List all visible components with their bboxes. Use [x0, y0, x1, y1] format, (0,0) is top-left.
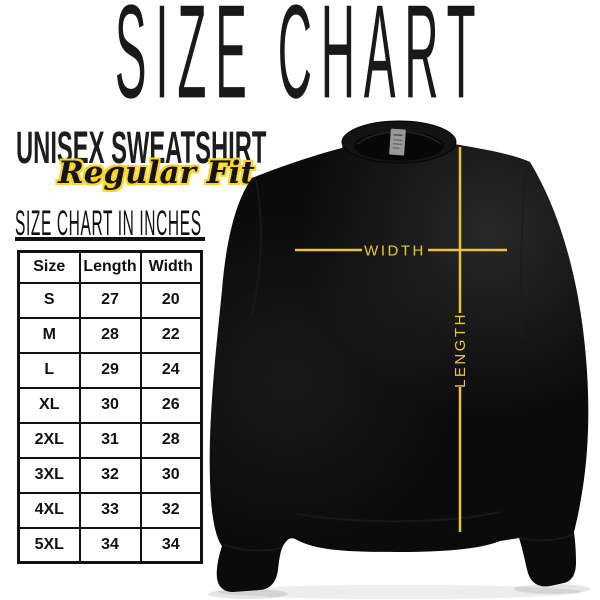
cuff-seam-left — [222, 543, 283, 552]
page-title: SIZE CHART — [0, 0, 600, 118]
cell-size: 5XL — [17, 526, 81, 564]
cell-size: 4XL — [17, 491, 81, 529]
cell-length: 30 — [78, 386, 142, 424]
table-row-s: S 27 20 — [17, 281, 203, 319]
fabric-sheen — [209, 122, 589, 592]
shoulder-seam-right — [520, 165, 527, 341]
size-table-header-row: Size Length Width — [17, 250, 203, 284]
width-label: WIDTH — [364, 243, 426, 260]
garment-shadow — [218, 585, 582, 599]
cell-width: 32 — [139, 491, 203, 529]
col-header-width: Width — [139, 250, 203, 284]
cell-size: L — [17, 351, 81, 389]
cell-length: 33 — [78, 491, 142, 529]
cell-length: 32 — [78, 456, 142, 494]
cell-width: 20 — [139, 281, 203, 319]
table-row-4xl: 4XL 33 32 — [17, 491, 203, 529]
table-row-2xl: 2XL 31 28 — [17, 421, 203, 459]
table-row-m: M 28 22 — [17, 316, 203, 354]
cell-width: 28 — [139, 421, 203, 459]
product-name: UNISEX SWEATSHIRT — [16, 121, 267, 173]
cell-width: 24 — [139, 351, 203, 389]
fit-label: Regular Fit — [58, 155, 255, 191]
cell-length: 29 — [78, 351, 142, 389]
cell-size: S — [17, 281, 81, 319]
cuff-shadow-left — [208, 589, 288, 599]
cell-size: XL — [17, 386, 81, 424]
length-label: LENGTH — [452, 312, 469, 388]
section-heading: SIZE CHART IN INCHES — [15, 203, 202, 244]
cell-size: 2XL — [17, 421, 81, 459]
size-table: Size Length Width S 27 20 M 28 22 L 29 2… — [17, 250, 203, 564]
cell-width: 22 — [139, 316, 203, 354]
cell-width: 26 — [139, 386, 203, 424]
section-heading-underline — [15, 237, 205, 241]
waistband-seam — [296, 511, 501, 523]
page-title-text: SIZE CHART — [115, 0, 485, 127]
col-header-size: Size — [17, 250, 81, 284]
table-row-xl: XL 30 26 — [17, 386, 203, 424]
cell-width: 30 — [139, 456, 203, 494]
width-measure: WIDTH — [295, 243, 507, 260]
sweatshirt-diagram: WIDTH LENGTH — [208, 120, 590, 599]
cell-size: 3XL — [17, 456, 81, 494]
cell-length: 34 — [78, 526, 142, 564]
cell-length: 28 — [78, 316, 142, 354]
shoulder-seam-left — [251, 179, 262, 316]
cell-width: 34 — [139, 526, 203, 564]
cell-length: 31 — [78, 421, 142, 459]
length-measure: LENGTH — [452, 147, 469, 532]
cell-length: 27 — [78, 281, 142, 319]
table-row-5xl: 5XL 34 34 — [17, 526, 203, 564]
cell-size: M — [17, 316, 81, 354]
col-header-length: Length — [78, 250, 142, 284]
cuff-seam-right — [519, 533, 575, 542]
neck-tag — [389, 128, 406, 156]
cuff-shadow-right — [514, 584, 590, 594]
table-row-l: L 29 24 — [17, 351, 203, 389]
table-row-3xl: 3XL 32 30 — [17, 456, 203, 494]
